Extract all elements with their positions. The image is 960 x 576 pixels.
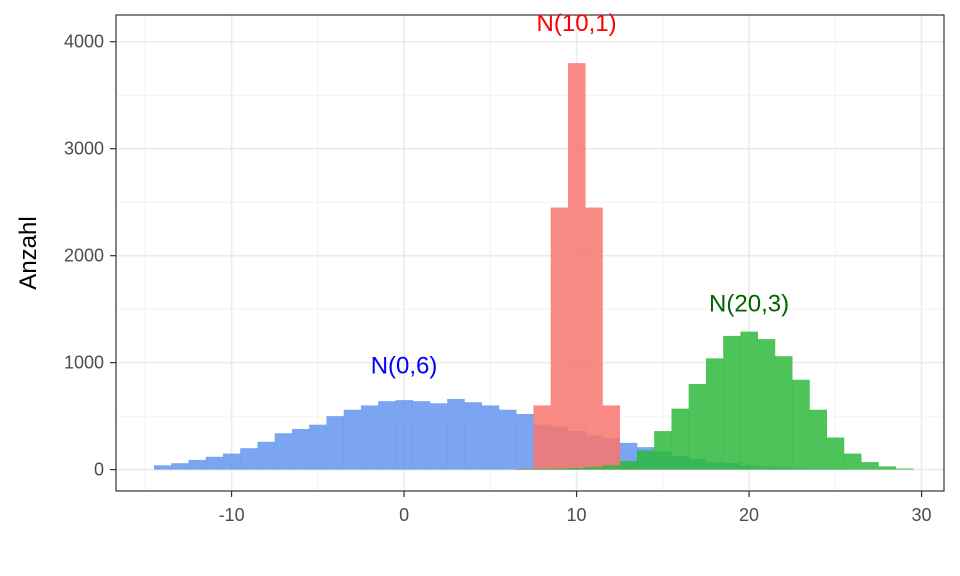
histogram-bar [516,413,534,470]
histogram-bar [464,402,482,470]
histogram-bar [705,358,724,470]
x-tick-label: 0 [399,505,409,525]
y-tick-label: 2000 [64,246,104,266]
histogram-bar [895,468,914,470]
annotation-label: N(10,1) [537,10,617,37]
histogram-bar [274,433,293,470]
histogram-bar [585,466,603,470]
histogram-bar [602,405,620,470]
histogram-bar [809,409,827,470]
x-tick-label: -10 [219,505,245,525]
plot-area [153,63,914,470]
histogram-bar [671,408,689,470]
x-tick-label: 10 [567,505,587,525]
y-tick-label: 3000 [64,139,104,159]
histogram-bar [291,428,310,470]
annotation-label: N(20,3) [709,290,789,317]
histogram-bar [153,465,172,470]
panel-border [115,14,945,492]
histogram-bar [861,462,879,470]
histogram-bar [792,379,810,470]
histogram-bar [585,207,603,470]
histogram-bar [309,424,327,470]
histogram-bar [636,450,655,470]
y-tick-label: 0 [94,460,104,480]
series-2 [516,63,638,470]
histogram-bar [326,416,344,470]
histogram-bar [360,405,379,470]
histogram-bar [171,463,189,470]
histogram-bar [654,431,672,470]
x-tick-label: 30 [912,505,932,525]
histogram-bar [429,403,448,470]
annotation-label: N(0,6) [371,352,438,379]
series-3 [516,331,914,470]
histogram-bar [205,456,224,470]
histogram-bar [447,399,465,470]
x-tick-label: 20 [739,505,759,525]
y-tick-label: 4000 [64,32,104,52]
histogram-bar [740,331,758,470]
y-tick-label: 1000 [64,353,104,373]
histogram-bar [188,459,206,470]
histogram-bar [567,63,586,470]
series-1 [153,399,845,470]
histogram-bar [619,461,638,470]
axes: -10 0 10 20 30 0 1000 2000 3000 4000 [64,32,932,525]
histogram-bar [395,400,413,470]
y-axis-title: Anzahl [15,216,42,289]
histogram-bar [567,468,586,470]
histogram-bar [774,356,793,470]
histogram-bar [878,466,896,470]
histogram-bar [723,335,741,470]
histogram-bar [516,469,534,470]
annotations: N(0,6) N(10,1) N(20,3) [371,10,789,379]
histogram-bar [533,405,551,470]
histogram-bar [257,441,275,470]
histogram-bar [688,384,707,470]
histogram-bar [343,409,362,470]
histogram-bar [498,409,517,470]
histogram-bar [826,437,845,470]
histogram-bar [843,453,862,470]
histogram-bar [757,339,776,470]
histogram-bar [550,207,569,470]
histogram-bar [378,401,396,470]
histogram-bar [533,468,551,470]
histogram-bar [240,448,258,470]
histogram-bar [550,468,569,470]
histogram-bar [412,401,431,470]
histogram-bar [481,405,500,470]
histogram-bar [222,453,241,470]
histogram-bar [602,465,620,470]
